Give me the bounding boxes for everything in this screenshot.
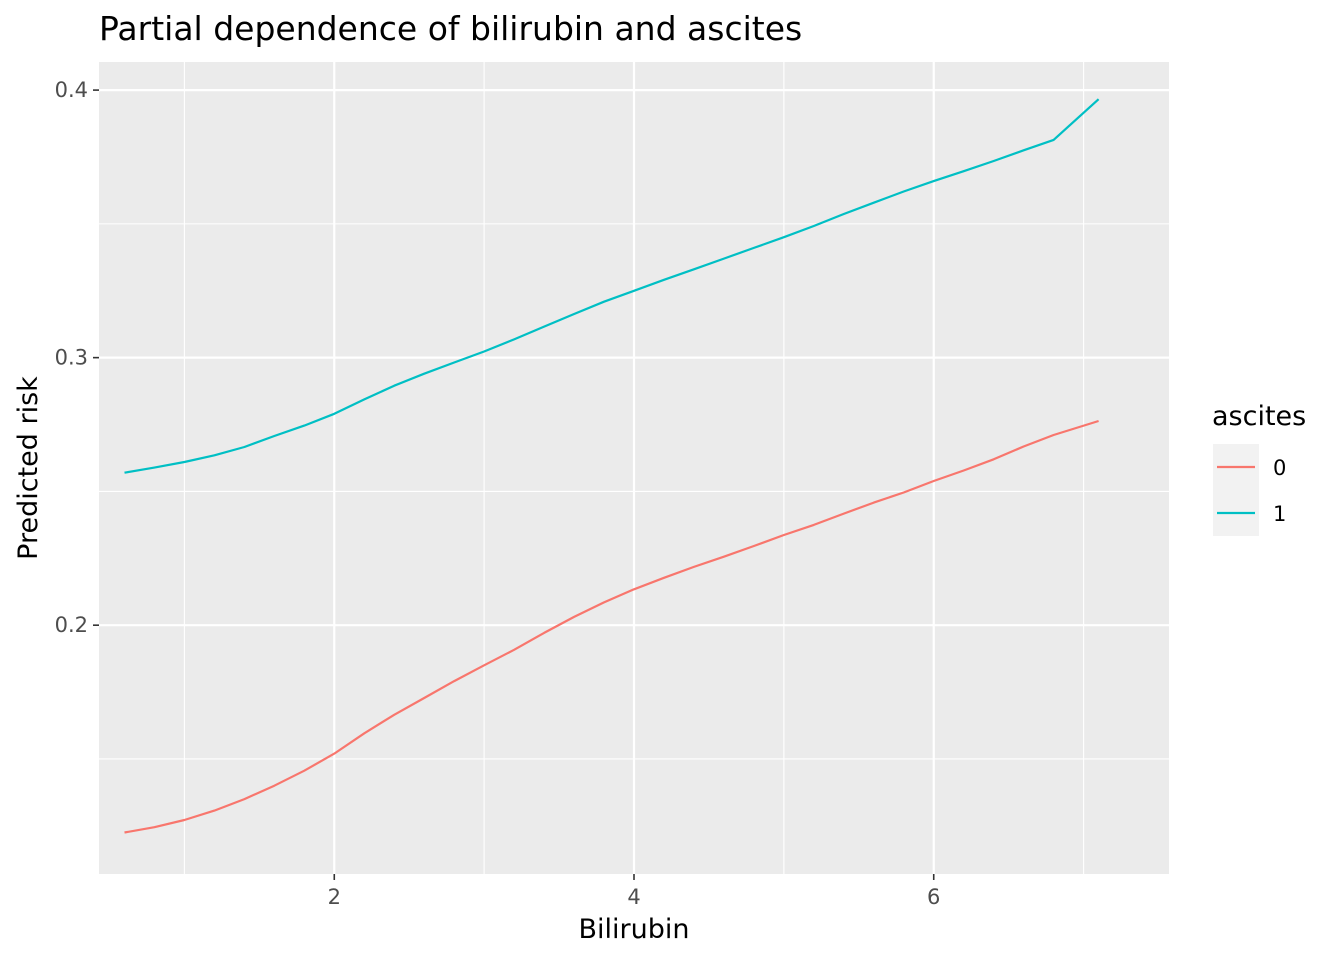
legend-label-0: 0 xyxy=(1273,456,1286,480)
x-tick-label: 6 xyxy=(927,885,940,909)
y-tick-label: 0.3 xyxy=(55,346,88,370)
chart-title: Partial dependence of bilirubin and asci… xyxy=(99,9,802,48)
plot-panel xyxy=(99,62,1169,874)
y-tick-label: 0.4 xyxy=(55,78,88,102)
series-line-0 xyxy=(124,419,1099,834)
legend: ascites 0 1 xyxy=(1212,401,1306,536)
series-lines xyxy=(124,98,1100,834)
y-axis-title: Predicted risk xyxy=(13,376,44,560)
major-gridlines xyxy=(99,62,1169,874)
x-tick-label: 4 xyxy=(627,885,640,909)
y-axis: 0.2 0.3 0.4 xyxy=(55,78,99,637)
x-axis: 2 4 6 xyxy=(328,874,940,909)
y-tick-label: 0.2 xyxy=(55,613,88,637)
legend-key-background xyxy=(1213,444,1259,536)
legend-title: ascites xyxy=(1212,401,1306,432)
legend-label-1: 1 xyxy=(1273,502,1286,526)
series-line-1 xyxy=(124,98,1100,474)
x-axis-title: Bilirubin xyxy=(579,914,690,945)
x-tick-label: 2 xyxy=(328,885,341,909)
